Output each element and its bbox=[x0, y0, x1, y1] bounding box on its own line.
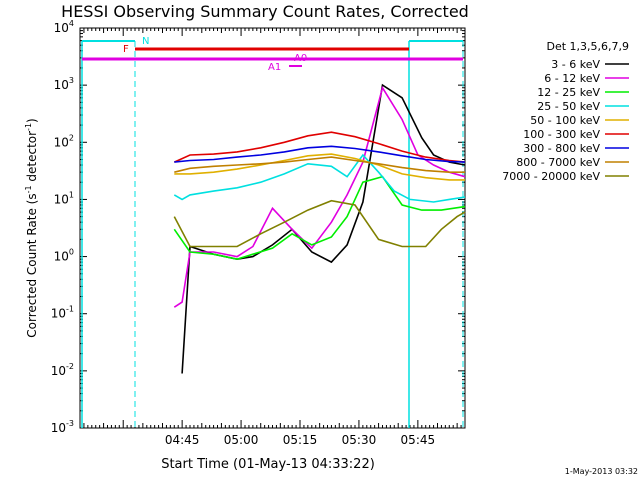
series-line bbox=[173, 131, 466, 163]
y-tick-label: 104 bbox=[54, 19, 74, 35]
x-axis-label: Start Time (01-May-13 04:33:22) bbox=[161, 457, 375, 472]
x-tick-label: 04:45 bbox=[165, 433, 200, 447]
legend-label: 25 - 50 keV bbox=[537, 100, 600, 113]
y-axis: 10-3 10-2 10-1 100 101 102 103 104 bbox=[51, 19, 465, 435]
marker-a0-label: A0 bbox=[294, 53, 307, 64]
legend-label: 12 - 25 keV bbox=[537, 86, 600, 99]
y-tick-label: 102 bbox=[54, 133, 74, 149]
series-line bbox=[173, 153, 466, 203]
series-line bbox=[173, 85, 466, 308]
legend-label: 300 - 800 keV bbox=[523, 142, 600, 155]
y-tick-label: 10-1 bbox=[51, 305, 74, 321]
legend-label: 3 - 6 keV bbox=[551, 58, 600, 71]
chart-title: HESSI Observing Summary Count Rates, Cor… bbox=[61, 2, 469, 21]
y-tick-label: 101 bbox=[54, 190, 74, 206]
legend-label: 800 - 7000 keV bbox=[516, 156, 600, 169]
legend-label: 100 - 300 keV bbox=[523, 128, 600, 141]
x-tick-label: 05:45 bbox=[401, 433, 436, 447]
legend-title: Det 1,3,5,6,7,9 bbox=[546, 40, 629, 53]
y-tick-label: 10-3 bbox=[51, 419, 74, 435]
legend-label: 6 - 12 keV bbox=[544, 72, 600, 85]
y-tick-label: 10-2 bbox=[51, 362, 74, 378]
x-tick-label: 05:00 bbox=[224, 433, 259, 447]
y-tick-label: 103 bbox=[54, 76, 74, 92]
legend-label: 7000 - 20000 keV bbox=[502, 170, 600, 183]
series-line bbox=[174, 156, 465, 173]
x-tick-label: 05:15 bbox=[283, 433, 318, 447]
series-line bbox=[174, 145, 466, 163]
series-line bbox=[173, 175, 466, 261]
marker-f-label: F bbox=[123, 44, 129, 55]
x-axis: 04:45 05:00 05:15 05:30 05:45 bbox=[79, 28, 466, 447]
footer-stamp: 1-May-2013 03:32 bbox=[565, 467, 638, 476]
marker-a1-label: A1 bbox=[268, 62, 281, 73]
legend-label: 50 - 100 keV bbox=[530, 114, 600, 127]
series-line bbox=[174, 153, 465, 181]
marker-n-label: N bbox=[142, 36, 149, 47]
attenuator-markers: N F A0 A1 bbox=[81, 36, 464, 428]
y-axis-label: Corrected Count Rate (s-1 detector-1) bbox=[24, 118, 39, 337]
series-line bbox=[173, 199, 466, 248]
series-layer bbox=[173, 83, 466, 374]
x-tick-label: 05:30 bbox=[342, 433, 377, 447]
y-tick-label: 100 bbox=[54, 248, 74, 264]
